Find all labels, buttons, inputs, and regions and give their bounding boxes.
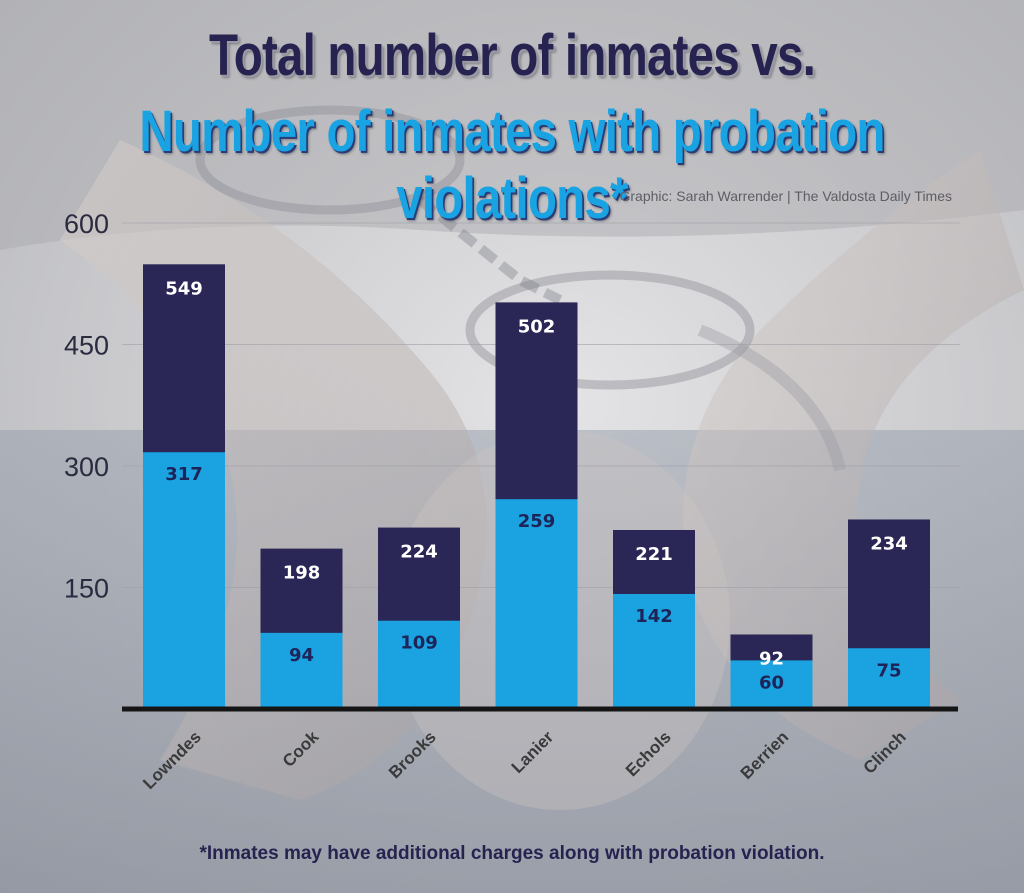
graphic-credit: Graphic: Sarah Warrender | The Valdosta …	[619, 188, 952, 204]
data-label-probation-brooks: 109	[400, 633, 438, 654]
chart-title-line-2: Number of inmates with probation violati…	[139, 99, 885, 231]
x-tick-label-lanier: Lanier	[508, 727, 558, 777]
x-tick-label-cook: Cook	[279, 727, 323, 771]
data-label-total-echols: 221	[635, 544, 673, 565]
bar-probation-brooks	[378, 620, 460, 709]
bar-probation-berrien	[730, 660, 813, 709]
bar-probation-echols	[613, 593, 695, 709]
y-tick-label-600: 600	[64, 209, 109, 239]
x-tick-label-berrien: Berrien	[737, 727, 793, 783]
bar-probation-clinch	[848, 648, 930, 709]
data-label-probation-echols: 142	[635, 606, 673, 627]
data-label-probation-clinch: 75	[876, 660, 901, 681]
data-label-probation-lowndes: 317	[165, 464, 203, 485]
data-label-total-lanier: 502	[518, 316, 556, 337]
x-tick-label-clinch: Clinch	[860, 727, 910, 777]
x-axis: Lowndes Cook Brooks Lanier Echols Berrien Clin…	[139, 727, 910, 793]
data-label-total-brooks: 224	[400, 542, 438, 563]
y-tick-label-300: 300	[64, 452, 109, 482]
bar-probation-cook	[260, 632, 343, 709]
x-tick-label-brooks: Brooks	[385, 727, 440, 782]
data-label-total-clinch: 234	[870, 533, 908, 554]
data-label-probation-lanier: 259	[518, 511, 556, 532]
bar-probation-lowndes	[143, 452, 225, 709]
footnote: *Inmates may have additional charges alo…	[199, 843, 825, 864]
data-label-total-cook: 198	[283, 563, 321, 584]
data-label-total-lowndes: 549	[165, 278, 203, 299]
data-label-probation-cook: 94	[289, 645, 314, 666]
chart-title-line-1: Total number of inmates vs.	[209, 23, 816, 88]
bar-series: 549 317 198 94 224 109 502 259 221 142 92 60 234 75	[143, 264, 930, 709]
bar-probation-lanier	[495, 499, 578, 709]
data-label-probation-berrien: 60	[759, 672, 784, 693]
x-tick-label-lowndes: Lowndes	[139, 727, 205, 793]
y-axis: 150 300 450 600	[64, 209, 109, 604]
data-label-total-berrien: 92	[759, 648, 784, 669]
y-tick-label-450: 450	[64, 331, 109, 361]
y-tick-label-150: 150	[64, 574, 109, 604]
x-tick-label-echols: Echols	[622, 727, 675, 780]
